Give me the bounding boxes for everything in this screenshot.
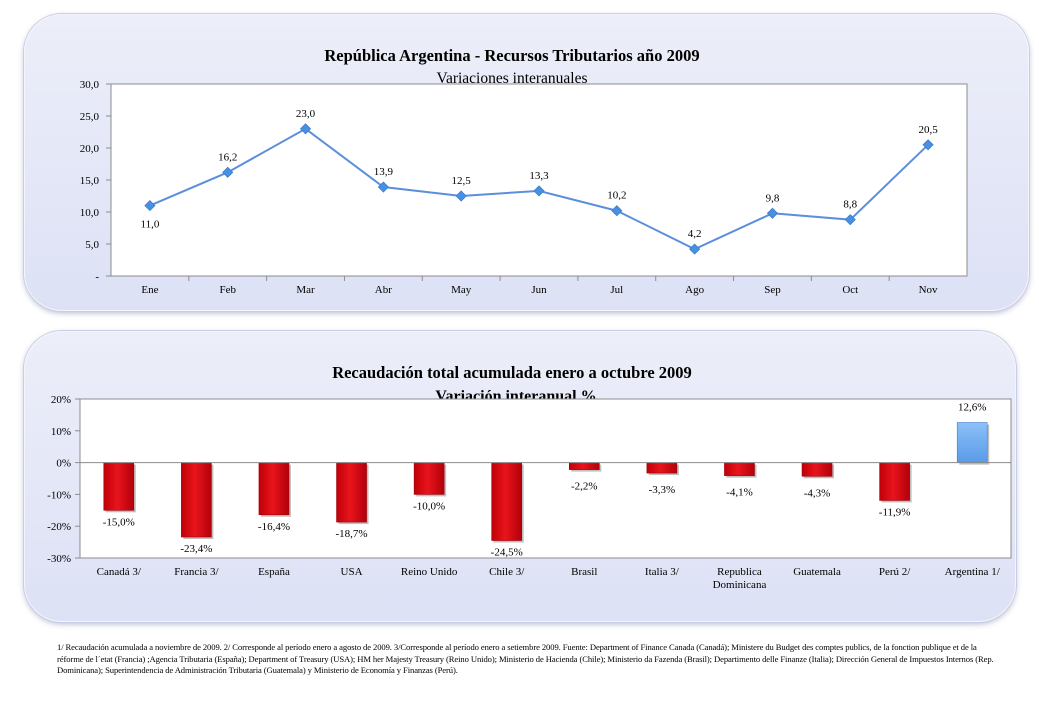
bar <box>801 462 833 477</box>
data-label: 8,8 <box>843 199 857 211</box>
data-point-marker <box>611 205 623 217</box>
bar <box>568 462 600 470</box>
y-tick-label: - <box>95 271 99 283</box>
data-label: -18,7% <box>336 528 368 540</box>
y-tick-label: 20,0 <box>80 143 100 155</box>
bar <box>103 462 135 511</box>
data-label: 16,2 <box>218 151 237 163</box>
bar <box>724 462 755 476</box>
x-tick-label: Abr <box>375 284 392 296</box>
data-label: -10,0% <box>413 500 445 512</box>
line-chart: República Argentina - Recursos Tributari… <box>80 46 968 296</box>
data-point-marker <box>144 200 156 212</box>
data-label: -24,5% <box>491 547 523 559</box>
data-label: 10,2 <box>607 190 626 202</box>
data-label: -15,0% <box>103 516 135 528</box>
x-tick-label: Reino Unido <box>401 566 458 578</box>
x-tick-label: Ago <box>685 284 704 296</box>
y-tick-label: -10% <box>47 489 71 501</box>
bar <box>413 462 445 495</box>
data-label: -4,1% <box>726 487 753 499</box>
x-tick-label: Jun <box>531 284 547 296</box>
data-label: 20,5 <box>918 124 938 136</box>
source-footnote: 1/ Recaudación acumulada a noviembre de … <box>57 642 994 676</box>
data-label: -23,4% <box>180 543 212 555</box>
x-tick-label: Perú 2/ <box>879 566 911 578</box>
y-tick-label: 0% <box>56 458 71 470</box>
data-point-marker <box>377 181 389 193</box>
x-tick-label: Jul <box>610 284 623 296</box>
data-label: 12,6% <box>958 402 986 414</box>
x-tick-label: Italia 3/ <box>645 566 680 578</box>
y-tick-label: 10,0 <box>80 207 100 219</box>
y-tick-label: 10% <box>51 426 71 438</box>
x-tick-label: Oct <box>842 284 858 296</box>
data-point-marker <box>922 139 934 151</box>
x-tick-label: España <box>258 566 290 578</box>
x-tick-label: Mar <box>296 284 315 296</box>
data-label: -11,9% <box>879 506 911 518</box>
data-label: 4,2 <box>688 228 702 240</box>
x-tick-label: Argentina 1/ <box>945 566 1001 578</box>
data-label: -3,3% <box>649 484 676 496</box>
data-point-marker <box>689 243 701 255</box>
x-tick-label: Republica <box>717 566 762 578</box>
line-chart-subtitle: Variaciones interanuales <box>436 70 587 87</box>
bar-chart-title: Recaudación total acumulada enero a octu… <box>332 363 692 382</box>
y-tick-label: 20% <box>51 394 71 406</box>
x-tick-label: Canadá 3/ <box>97 566 142 578</box>
x-tick-label: Brasil <box>571 566 597 578</box>
y-tick-label: 25,0 <box>80 111 100 123</box>
bar <box>879 462 910 501</box>
data-point-marker <box>299 123 312 135</box>
y-tick-label: 30,0 <box>80 79 100 91</box>
bar-chart: Recaudación total acumulada enero a octu… <box>47 363 1012 591</box>
data-label: 9,8 <box>766 192 780 204</box>
x-tick-label: USA <box>341 566 363 578</box>
x-tick-label: Guatemala <box>793 566 841 578</box>
x-tick-label: Nov <box>919 284 938 296</box>
bar <box>181 462 212 538</box>
data-point-marker <box>766 207 779 219</box>
data-label: -16,4% <box>258 521 290 533</box>
data-point-marker <box>455 190 467 202</box>
x-tick-label: May <box>451 284 472 296</box>
data-point-marker <box>222 166 234 178</box>
data-label: -2,2% <box>571 481 598 493</box>
data-label: 13,9 <box>374 166 394 178</box>
data-label: 11,0 <box>140 219 159 231</box>
line-plot-area <box>110 83 968 277</box>
bar <box>258 462 290 516</box>
data-point-marker <box>533 185 545 197</box>
y-tick-label: 5,0 <box>85 239 99 251</box>
bar <box>336 462 367 523</box>
data-point-marker <box>844 214 856 226</box>
x-tick-label: Francia 3/ <box>174 566 219 578</box>
y-tick-label: -30% <box>47 553 71 565</box>
bar <box>491 462 523 541</box>
x-tick-label: Chile 3/ <box>489 566 525 578</box>
x-tick-label: Feb <box>219 284 236 296</box>
bar-plot-area <box>79 398 1012 559</box>
x-tick-label: Dominicana <box>713 579 767 591</box>
y-tick-label: -20% <box>47 521 71 533</box>
data-label: 23,0 <box>296 108 316 120</box>
bar <box>646 462 678 474</box>
line-chart-title: República Argentina - Recursos Tributari… <box>324 46 699 65</box>
data-label: 12,5 <box>452 175 472 187</box>
data-label: 13,3 <box>529 170 549 182</box>
y-tick-label: 15,0 <box>80 175 100 187</box>
bar <box>956 422 988 463</box>
x-tick-label: Ene <box>141 284 158 296</box>
x-tick-label: Sep <box>764 284 781 296</box>
data-label: -4,3% <box>804 487 831 499</box>
